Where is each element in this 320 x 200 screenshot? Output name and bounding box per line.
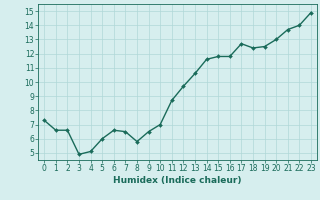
X-axis label: Humidex (Indice chaleur): Humidex (Indice chaleur) bbox=[113, 176, 242, 185]
